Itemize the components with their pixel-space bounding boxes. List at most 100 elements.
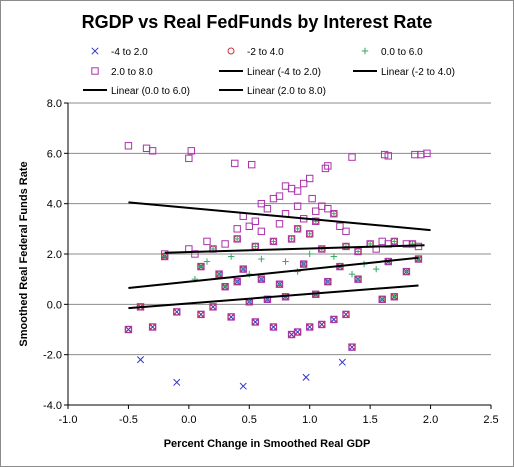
legend-swatch xyxy=(91,47,99,55)
data-point xyxy=(306,174,314,183)
legend-swatch xyxy=(91,67,99,75)
data-point xyxy=(411,150,419,159)
data-point xyxy=(390,293,399,301)
data-point xyxy=(403,268,410,275)
data-point xyxy=(269,194,278,203)
data-point xyxy=(281,182,290,190)
data-point xyxy=(294,225,301,233)
data-point xyxy=(251,318,260,326)
y-tick-label: -4.0 xyxy=(43,400,62,412)
data-point xyxy=(257,199,266,208)
data-point xyxy=(124,142,133,150)
legend-label: -2 to 4.0 xyxy=(247,47,284,58)
y-tick-label: -2.0 xyxy=(43,350,62,362)
data-point xyxy=(354,275,362,283)
data-point xyxy=(306,323,314,331)
legend-item: 0.0 to 6.0 xyxy=(361,47,423,58)
data-point xyxy=(338,358,346,366)
data-point xyxy=(148,147,157,155)
plot-area: -4.0 -2.0 0.0 2.0 4.0 6.0 8.0 -1.0 -0.5 0.0 0.5 1.0… xyxy=(43,98,499,426)
data-point xyxy=(282,258,289,265)
data-point xyxy=(136,356,145,364)
data-point xyxy=(248,160,256,169)
data-point xyxy=(293,187,302,195)
x-tick-label: -1.0 xyxy=(59,414,78,426)
data-point xyxy=(269,237,278,246)
data-point xyxy=(348,343,356,351)
data-point xyxy=(342,310,350,319)
data-point xyxy=(270,238,277,245)
x-axis-label: Percent Change in Smoothed Real GDP xyxy=(164,438,371,450)
data-point xyxy=(269,323,278,331)
data-point xyxy=(402,240,411,248)
legend-item: -4 to 2.0 xyxy=(91,47,148,58)
data-point xyxy=(197,262,205,271)
trendline-2 xyxy=(164,244,425,254)
x-tick-label: 1.0 xyxy=(302,414,317,426)
data-point xyxy=(372,265,380,273)
data-point xyxy=(275,220,284,228)
data-point xyxy=(263,205,272,213)
legend: -4 to 2.0 -2 to 4.0 0.0 to 6.0 2.0 to 8.0 Li… xyxy=(83,47,455,97)
data-point xyxy=(215,270,223,278)
data-point xyxy=(306,230,313,238)
legend-item: -2 to 4.0 xyxy=(227,47,284,58)
trendline-3 xyxy=(128,201,431,232)
legend-label: Linear (0.0 to 6.0) xyxy=(111,86,190,97)
data-point xyxy=(258,275,265,283)
data-point xyxy=(142,144,151,153)
legend-item: Linear (-4 to 2.0) xyxy=(219,67,321,78)
data-point xyxy=(233,235,241,243)
data-point xyxy=(233,277,241,286)
data-point xyxy=(324,277,332,286)
data-point xyxy=(321,164,330,173)
data-point xyxy=(302,373,310,381)
data-point xyxy=(160,250,169,258)
legend-swatch xyxy=(361,47,369,55)
x-tick-label: 0.0 xyxy=(181,414,196,426)
data-point xyxy=(306,250,313,258)
data-point xyxy=(342,227,350,236)
legend-item: 2.0 to 8.0 xyxy=(91,67,153,78)
y-tick-label: 2.0 xyxy=(47,249,62,261)
data-point xyxy=(245,222,253,231)
data-point xyxy=(330,210,338,217)
data-point xyxy=(221,283,229,290)
data-point xyxy=(324,205,332,213)
data-point xyxy=(330,210,338,218)
data-point xyxy=(354,248,362,255)
data-point xyxy=(231,159,239,168)
y-tick-label: 4.0 xyxy=(47,199,62,211)
data-point xyxy=(293,202,302,210)
y-axis-label: Smoothed Real Federal Funds Rate xyxy=(18,161,30,346)
legend-label: Linear (2.0 to 8.0) xyxy=(247,86,326,97)
data-point xyxy=(197,263,205,270)
data-point xyxy=(354,247,362,256)
data-point xyxy=(312,217,320,225)
data-point xyxy=(124,325,133,334)
data-point xyxy=(293,225,302,233)
data-point xyxy=(423,149,431,158)
data-point xyxy=(234,278,241,285)
series-3 xyxy=(124,142,431,351)
data-point xyxy=(246,298,253,306)
data-point xyxy=(185,154,193,163)
data-point xyxy=(402,267,411,276)
data-point xyxy=(173,378,181,386)
x-tick-label: 2.5 xyxy=(483,414,498,426)
data-point xyxy=(239,382,247,390)
data-point xyxy=(287,235,296,243)
data-point xyxy=(257,275,266,283)
trendline-1 xyxy=(128,256,419,289)
data-point xyxy=(227,313,235,321)
x-tick-label: -0.5 xyxy=(119,414,138,426)
data-point xyxy=(288,235,295,243)
data-point xyxy=(239,265,247,273)
data-point xyxy=(391,293,398,300)
trendline-0 xyxy=(128,284,419,310)
data-point xyxy=(312,207,320,215)
data-point xyxy=(191,250,199,258)
data-point xyxy=(209,303,217,311)
legend-item: Linear (-2 to 4.0) xyxy=(353,67,455,78)
